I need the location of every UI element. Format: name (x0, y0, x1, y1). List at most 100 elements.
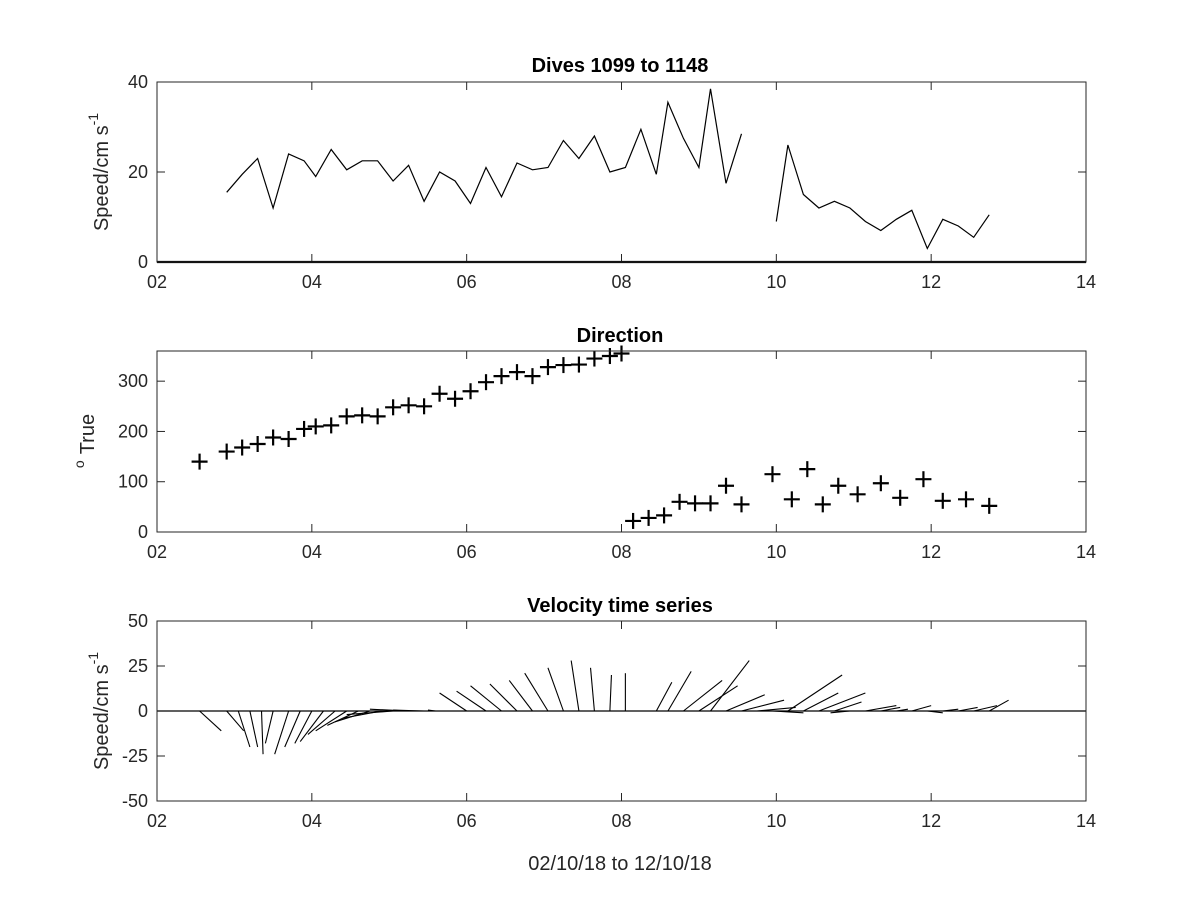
velocity-panel-xtick-label: 08 (611, 811, 631, 831)
direction-point (265, 429, 282, 446)
velocity-vector (274, 710, 290, 755)
velocity-vector (439, 692, 467, 712)
direction-panel-xtick-label: 02 (147, 542, 167, 562)
direction-point (431, 385, 448, 402)
direction-point (338, 408, 355, 425)
speed-panel-ylabel-sup: -1 (85, 113, 101, 126)
speed-panel-xtick-label: 12 (921, 272, 941, 292)
velocity-vector (489, 683, 518, 712)
direction-panel-xtick-label: 04 (302, 542, 322, 562)
speed-panel-xtick-label: 10 (766, 272, 786, 292)
velocity-panel-marks (157, 660, 1086, 755)
velocity-vector (609, 674, 612, 712)
velocity-panel-ylabel-main: Speed/cm s (91, 664, 113, 770)
velocity-vector (818, 692, 866, 712)
direction-point (447, 390, 464, 407)
direction-panel-frame (156, 350, 1087, 533)
direction-point (718, 477, 735, 494)
velocity-panel-xtick-label: 10 (766, 811, 786, 831)
direction-point (369, 408, 386, 425)
velocity-vector (249, 710, 259, 748)
velocity-vector (973, 705, 998, 712)
direction-point (296, 420, 313, 437)
velocity-vector (547, 667, 564, 712)
direction-point (872, 475, 889, 492)
direction-panel-ytick-label: 0 (138, 522, 148, 542)
velocity-vector (830, 710, 850, 714)
speed-panel-ticks: 02 04 06 08 10 12 14 0 20 40 (128, 72, 1096, 292)
direction-point (783, 491, 800, 508)
direction-point (613, 345, 630, 362)
direction-point (586, 350, 603, 367)
velocity-panel-ytick-label: 50 (128, 611, 148, 631)
direction-point (234, 439, 251, 456)
velocity-vector (456, 690, 487, 712)
velocity-panel-xtick-label: 06 (457, 811, 477, 831)
velocity-vector (284, 710, 301, 748)
direction-point (539, 359, 556, 376)
velocity-vector (683, 679, 723, 712)
speed-line-segment-1 (226, 88, 743, 211)
direction-point (733, 496, 750, 513)
direction-point (625, 512, 642, 529)
direction-point (915, 471, 932, 488)
direction-panel-ylabel-main: True (77, 414, 99, 454)
speed-panel-xtick-label: 06 (457, 272, 477, 292)
speed-panel-ytick-label: 40 (128, 72, 148, 92)
velocity-panel-ytick-label: 0 (138, 701, 148, 721)
velocity-panel-xtick-label: 12 (921, 811, 941, 831)
velocity-vector (698, 685, 738, 712)
direction-panel-marks (191, 345, 998, 529)
direction-panel-xtick-label: 12 (921, 542, 941, 562)
speed-panel-ylabel: Speed/cm s-1 (85, 113, 113, 231)
velocity-vector (741, 699, 785, 712)
velocity-panel-frame (156, 620, 1087, 802)
velocity-vector (470, 685, 502, 712)
speed-panel-ylabel-main: Speed/cm s (91, 125, 113, 231)
velocity-panel-ytick-label: -50 (122, 791, 148, 811)
velocity-panel-xlabel: 02/10/18 to 12/10/18 (528, 853, 712, 875)
velocity-vector (772, 710, 804, 714)
velocity-panel-xtick-label: 02 (147, 811, 167, 831)
direction-point (493, 368, 510, 385)
velocity-vector (725, 694, 765, 712)
speed-panel-xtick-label: 04 (302, 272, 322, 292)
direction-point (799, 461, 816, 478)
speed-panel: Dives 1099 to 1148 02 04 06 08 10 12 14 0 20 40 S… (85, 55, 1096, 292)
velocity-vector (865, 705, 897, 712)
speed-line-segment-2 (775, 144, 990, 250)
direction-panel-ticks: 02 04 06 08 10 12 14 0 100 200 300 (118, 351, 1096, 562)
speed-panel-xtick-label: 14 (1076, 272, 1096, 292)
velocity-vector (710, 660, 750, 712)
velocity-vector (958, 706, 978, 712)
direction-point (323, 417, 340, 434)
direction-point (416, 398, 433, 415)
direction-panel-ylabel-pre: o (71, 460, 87, 468)
velocity-vector (427, 709, 436, 712)
direction-point (218, 443, 235, 460)
speed-panel-xtick-label: 02 (147, 272, 167, 292)
direction-point (814, 496, 831, 513)
direction-point (400, 397, 417, 414)
direction-panel-ylabel: o True (71, 414, 99, 468)
speed-panel-xtick-label: 08 (611, 272, 631, 292)
direction-point (307, 418, 324, 435)
velocity-vector (264, 710, 274, 744)
velocity-panel-xtick-label: 14 (1076, 811, 1096, 831)
velocity-vector (589, 667, 595, 712)
direction-point (849, 486, 866, 503)
direction-point (934, 492, 951, 509)
direction-point (191, 453, 208, 470)
direction-point (892, 489, 909, 506)
direction-point (830, 477, 847, 494)
velocity-vector (393, 709, 425, 712)
velocity-vector (988, 699, 1009, 712)
direction-point (385, 399, 402, 416)
velocity-panel-ylabel: Speed/cm s-1 (85, 652, 113, 770)
direction-point (462, 383, 479, 400)
velocity-vector (299, 710, 324, 742)
direction-panel-ytick-label: 100 (118, 472, 148, 492)
direction-point (656, 507, 673, 524)
